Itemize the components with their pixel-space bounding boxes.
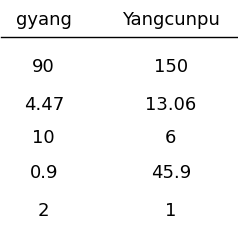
Text: 4.47: 4.47	[24, 96, 64, 114]
Text: 0.9: 0.9	[30, 164, 58, 182]
Text: gyang: gyang	[16, 11, 72, 29]
Text: Yangcunpu: Yangcunpu	[122, 11, 220, 29]
Text: 2: 2	[38, 202, 50, 220]
Text: 90: 90	[32, 58, 55, 76]
Text: 45.9: 45.9	[151, 164, 191, 182]
Text: 6: 6	[165, 129, 176, 147]
Text: 13.06: 13.06	[145, 96, 196, 114]
Text: 1: 1	[165, 202, 176, 220]
Text: 150: 150	[154, 58, 188, 76]
Text: 10: 10	[32, 129, 55, 147]
